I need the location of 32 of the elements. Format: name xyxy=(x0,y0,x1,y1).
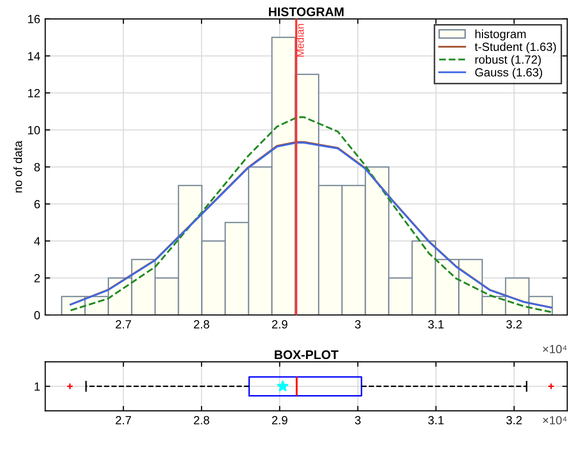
text: ×10⁴ xyxy=(542,344,567,354)
chart-title: HISTOGRAM xyxy=(268,7,344,16)
y-tick-label: 12 xyxy=(28,88,40,98)
legend-label: robust (1.72) xyxy=(475,55,541,66)
y-tick-label: 16 xyxy=(28,14,40,24)
chart-title: BOX-PLOT xyxy=(274,350,338,360)
x-tick-label: 3 xyxy=(354,320,361,329)
ref-line-label: Median xyxy=(296,24,304,57)
x-tick-label: 2.9 xyxy=(272,416,288,424)
text: ×10⁴ xyxy=(542,416,567,424)
x-tick-label: 3.2 xyxy=(506,416,522,424)
y-tick-label: 14 xyxy=(28,52,40,60)
x-tick-label: 2.7 xyxy=(116,416,131,424)
y-axis-title: no of data xyxy=(13,140,22,192)
x-tick-label: 2.9 xyxy=(272,320,288,329)
y-tick-label: 1 xyxy=(34,382,40,391)
x-tick-label: 2.8 xyxy=(194,416,210,424)
y-tick-label: 0 xyxy=(34,311,40,320)
x-tick-label: 3.2 xyxy=(506,320,522,329)
y-tick-label: 10 xyxy=(28,126,40,134)
x-tick-label: 3.1 xyxy=(428,320,444,329)
x-tick-label: 2.7 xyxy=(116,320,131,328)
y-tick-label: 6 xyxy=(34,200,40,208)
x-tick-label: 2.8 xyxy=(194,320,210,329)
legend-label: histogram xyxy=(475,30,526,41)
legend-label: t-Student (1.63) xyxy=(474,42,556,54)
y-tick-label: 8 xyxy=(34,162,40,172)
y-tick-label: 4 xyxy=(34,237,40,246)
legend-label: Gauss (1.63) xyxy=(475,68,542,79)
x-tick-label: 3.1 xyxy=(428,416,444,424)
y-tick-label: 2 xyxy=(34,274,40,282)
x-tick-label: 3 xyxy=(354,416,361,424)
